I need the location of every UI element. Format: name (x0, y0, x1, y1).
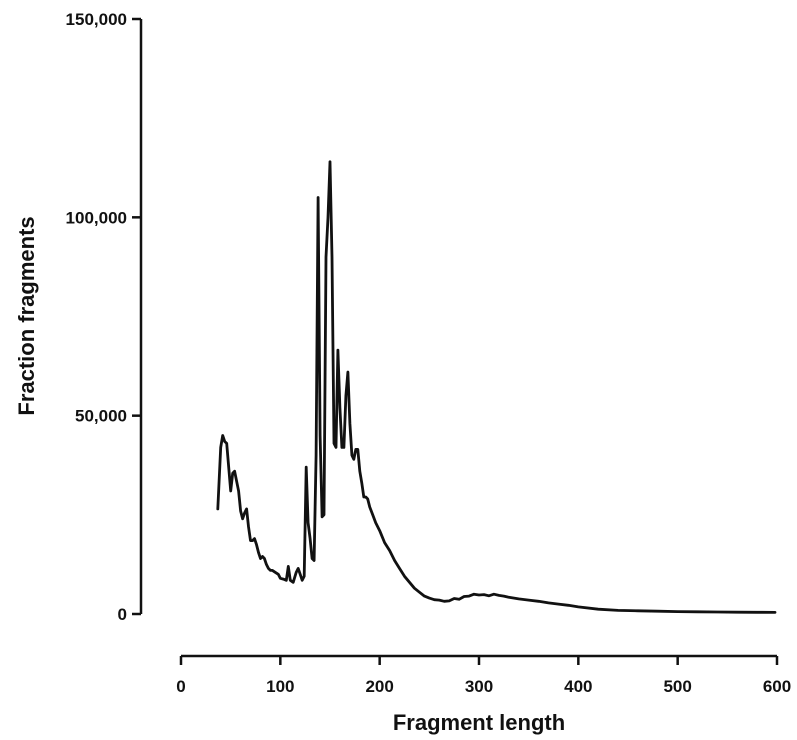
series-line (216, 160, 777, 614)
x-tick-label: 500 (663, 677, 691, 696)
y-tick-label: 50,000 (75, 407, 127, 426)
x-tick-label: 600 (763, 677, 791, 696)
y-tick-label: 0 (118, 605, 127, 624)
x-tick-label: 200 (365, 677, 393, 696)
y-ticks: 0 50,000 100,000 150,000 (66, 10, 141, 624)
y-tick-label: 150,000 (66, 10, 127, 29)
x-ticks: 0 100 200 300 400 500 600 (176, 656, 791, 696)
x-tick-label: 100 (266, 677, 294, 696)
x-tick-label: 0 (176, 677, 185, 696)
x-tick-label: 400 (564, 677, 592, 696)
x-tick-label: 300 (465, 677, 493, 696)
y-tick-label: 100,000 (66, 208, 127, 227)
y-axis-title: Fraction fragments (14, 216, 39, 415)
x-axis-title: Fragment length (393, 710, 565, 735)
